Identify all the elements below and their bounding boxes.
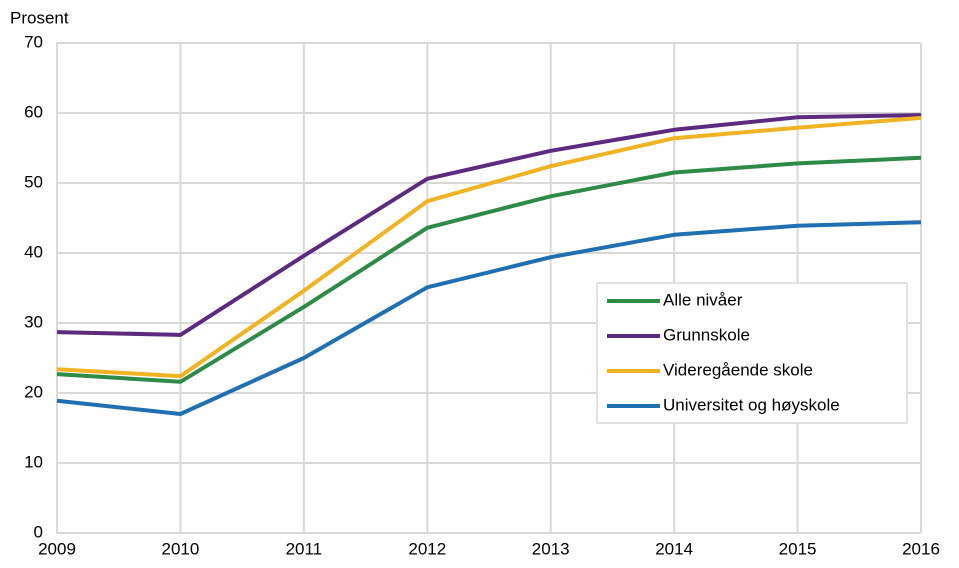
line: [56, 113, 922, 337]
x-tick-label: 2013: [532, 539, 570, 558]
x-tick-label: 2012: [408, 539, 446, 558]
legend-label: Grunnskole: [663, 325, 750, 344]
line: [56, 115, 922, 379]
x-tick-label: 2010: [162, 539, 200, 558]
y-tick-label: 50: [24, 172, 43, 191]
y-tick-label: 30: [24, 312, 43, 331]
y-tick-label: 10: [24, 452, 43, 471]
y-tick-label: 60: [24, 102, 43, 121]
x-tick-label: 2009: [38, 539, 76, 558]
x-tick-label: 2016: [902, 539, 940, 558]
legend-box: [596, 282, 908, 424]
x-tick-label: 2014: [655, 539, 693, 558]
y-tick-label: 70: [24, 32, 43, 51]
y-tick-label: 40: [24, 242, 43, 261]
legend-label: Alle nivåer: [663, 290, 743, 309]
line: [56, 155, 922, 384]
x-tick-label: 2011: [286, 539, 323, 558]
y-tick-label: 20: [24, 382, 43, 401]
legend-label: Universitet og høyskole: [663, 395, 840, 414]
y-axis-label: Prosent: [10, 8, 69, 27]
legend-label: Videregående skole: [663, 360, 813, 379]
y-tick-label: 0: [34, 522, 43, 541]
x-tick-label: 2015: [779, 539, 817, 558]
line: [56, 220, 922, 416]
